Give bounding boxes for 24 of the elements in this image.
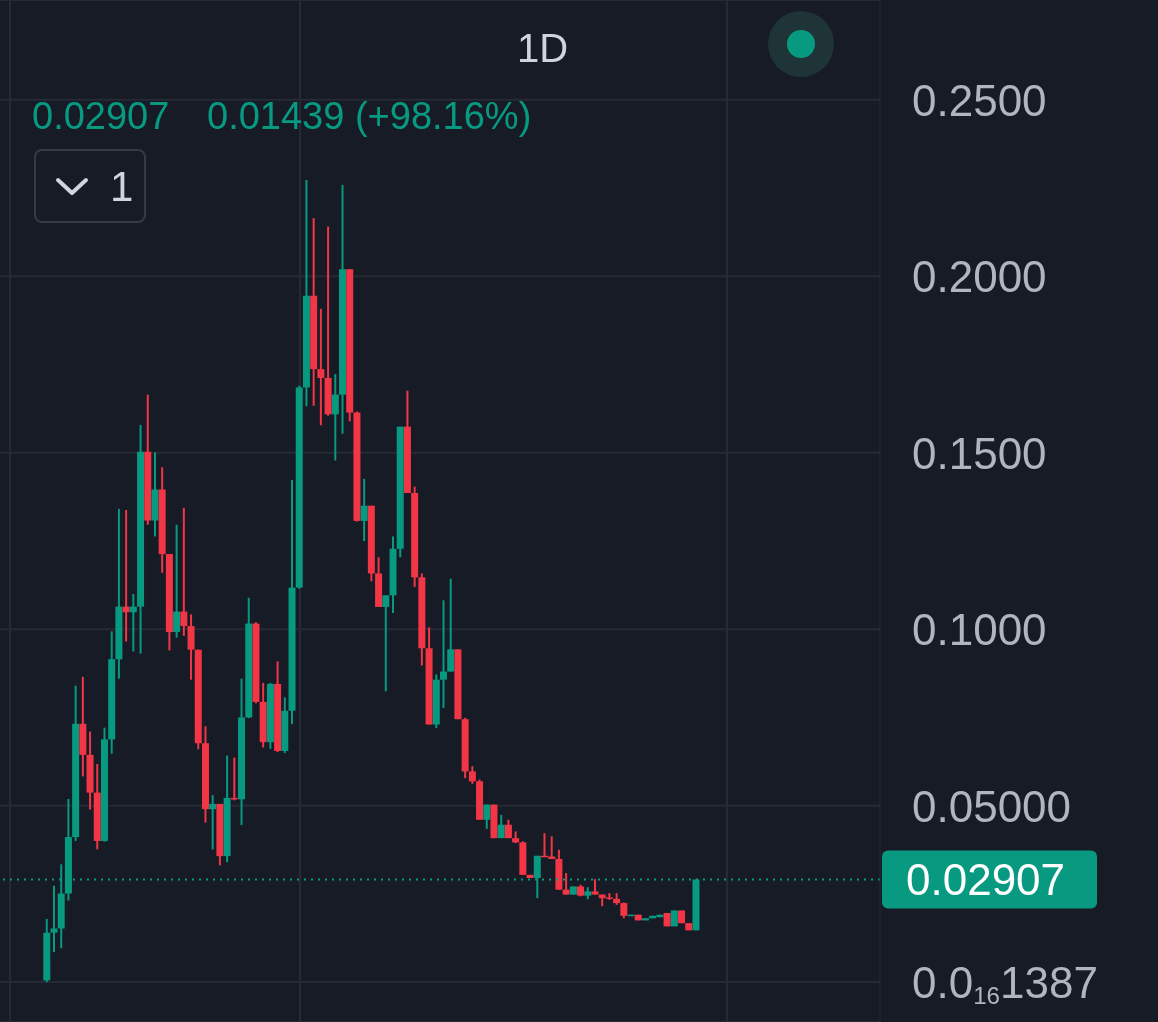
- candlestick: [331, 373, 339, 462]
- annotation: 1: [110, 163, 134, 210]
- y-tick-label: 0.2000: [912, 251, 1047, 301]
- candlestick: [382, 594, 390, 693]
- candlestick: [360, 477, 368, 542]
- annotation: 0.02907: [32, 95, 170, 137]
- candlestick: [317, 307, 325, 427]
- candlestick: [440, 599, 447, 709]
- candlestick: [173, 523, 181, 639]
- annotation: 0.01439 (+98.16%): [207, 95, 532, 137]
- candlestick: [187, 613, 195, 681]
- y-tick-label: 0.05000: [912, 781, 1072, 831]
- candlestick: [180, 506, 188, 637]
- y-tick-label: 0.0$_{16}$1387: [912, 957, 1098, 1010]
- candlestick: [447, 577, 455, 673]
- ref-line-label: 0.02907: [906, 855, 1066, 905]
- text: 1D: [517, 26, 569, 70]
- y-tick-label: 0.1500: [912, 428, 1047, 478]
- y-tick-label: 0.1000: [912, 604, 1047, 654]
- candlestick: [483, 803, 491, 830]
- candlestick: [562, 872, 570, 896]
- y-tick-label: 0.2500: [912, 75, 1047, 125]
- candlestick: [209, 794, 217, 851]
- candlestick: [50, 884, 58, 954]
